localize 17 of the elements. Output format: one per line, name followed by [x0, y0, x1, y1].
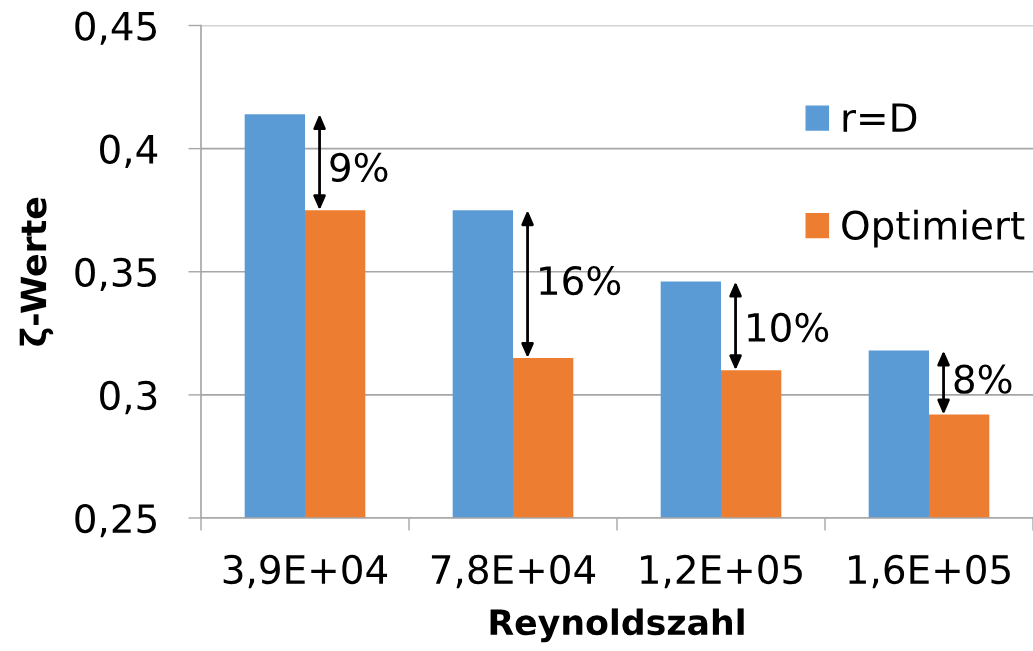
x-tick-label: 1,6E+05: [849, 554, 1010, 589]
y-tick-label: 0,35: [75, 257, 156, 292]
annotation: 10%: [748, 312, 829, 343]
y-tick-label: 0,45: [75, 11, 156, 45]
annotation: 8%: [954, 364, 1012, 394]
annotation: 9%: [330, 152, 388, 183]
y-tick-label: 0,3: [100, 380, 157, 415]
legend-label: r=D: [843, 103, 917, 132]
y-axis-title: ζ-Werte: [19, 197, 54, 346]
legend-label: Optimiert: [842, 209, 1025, 248]
y-tick-label: 0,4: [100, 134, 158, 168]
x-tick-label: 3,9E+04: [223, 554, 388, 589]
x-tick-label: 1,2E+05: [641, 554, 802, 589]
x-axis-title: Reynoldszahl: [490, 608, 744, 643]
x-tick-label: 7,8E+04: [431, 554, 596, 589]
y-tick-label: 0,25: [75, 503, 156, 538]
annotation: 16%: [540, 265, 621, 296]
